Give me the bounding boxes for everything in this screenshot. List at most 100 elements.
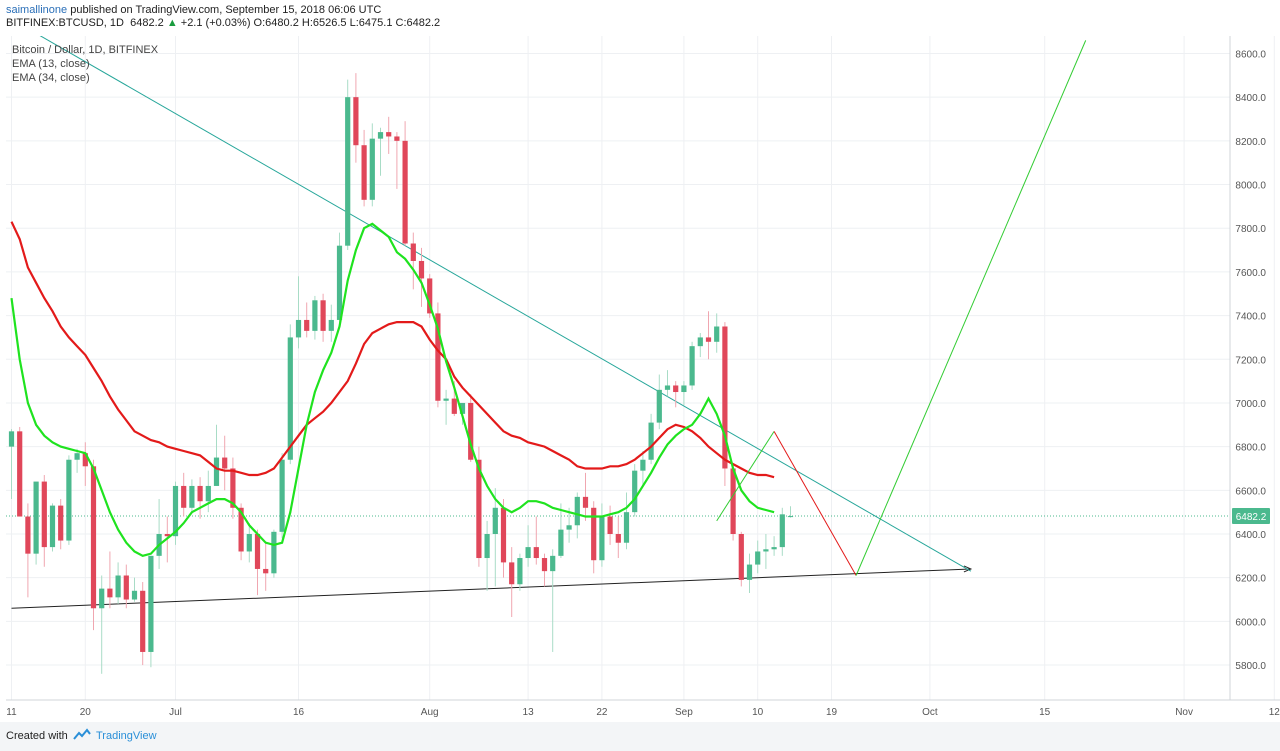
price-chart[interactable]: 5800.0 6000.0 6200.0 6400.0 6600.0 6800.0 7000…	[0, 36, 1280, 722]
projection-segment	[773, 431, 857, 576]
tradingview-logo-icon	[73, 728, 91, 740]
candle-body	[681, 385, 687, 393]
candle-body	[582, 496, 589, 508]
candle-body	[763, 549, 769, 552]
published-text: published on TradingView.com, September …	[70, 4, 382, 16]
candle-body	[320, 300, 326, 331]
candle-body	[673, 385, 679, 393]
candle-body	[640, 459, 646, 471]
candle-body	[451, 398, 457, 414]
resistance-trendline	[39, 36, 972, 572]
candle-body	[263, 568, 269, 574]
candle-body	[714, 326, 720, 342]
y-tick-label: 8200.0	[1235, 137, 1266, 148]
y-tick-label: 6400.0	[1235, 530, 1266, 541]
tradingview-brand[interactable]: TradingView	[96, 730, 157, 742]
close-value: 6482.2	[406, 17, 441, 29]
candle-body	[328, 319, 334, 331]
candle-body	[99, 588, 105, 609]
x-tick-label: Sep	[675, 707, 693, 718]
candle-body	[58, 505, 64, 541]
ema-34-line	[10, 221, 775, 479]
candle-body	[427, 278, 433, 314]
candle-body	[25, 516, 31, 554]
candle-body	[476, 459, 482, 559]
candle-body	[755, 551, 761, 565]
candle-body	[164, 534, 170, 537]
x-tick-label: 22	[596, 707, 608, 718]
candle-body	[558, 529, 564, 556]
candle-body	[443, 398, 449, 401]
x-tick-label: 13	[523, 707, 535, 718]
candle-body	[492, 507, 498, 534]
candle-body	[107, 588, 113, 598]
candle-body	[254, 534, 261, 569]
candle-body	[90, 466, 97, 609]
projection-segment	[855, 40, 1087, 576]
candle-body	[517, 558, 523, 585]
candle-body	[205, 485, 211, 502]
candle-body	[213, 457, 220, 486]
open-label: O:	[253, 17, 266, 29]
y-tick-label: 6000.0	[1235, 617, 1266, 628]
candle-body	[787, 516, 794, 518]
candle-body	[140, 590, 146, 652]
candle-body	[656, 389, 662, 423]
candle-body	[410, 243, 416, 261]
candle-body	[509, 562, 515, 585]
candle-body	[279, 459, 285, 532]
candle-body	[738, 534, 744, 580]
candle-body	[386, 132, 392, 137]
last-price-tag	[1232, 508, 1270, 525]
candle-body	[49, 505, 56, 548]
candle-body	[484, 534, 490, 559]
symbol-label: BITFINEX:BTCUSD, 1D	[6, 17, 124, 29]
y-tick-label: 7000.0	[1235, 399, 1266, 410]
candle-body	[705, 337, 712, 342]
candle-body	[230, 468, 236, 508]
candle-body	[418, 260, 425, 279]
x-tick-label: 15	[1039, 707, 1051, 718]
legend-title: Bitcoin / Dollar, 1D, BITFINEX	[12, 44, 159, 56]
candle-body	[664, 385, 671, 390]
candle-body	[148, 555, 154, 652]
y-tick-label: 6600.0	[1235, 486, 1266, 497]
candle-body	[312, 300, 318, 331]
candle-body	[632, 470, 638, 513]
candle-body	[779, 514, 785, 548]
candle-body	[730, 468, 736, 534]
candle-body	[246, 534, 252, 552]
candle-body	[533, 547, 539, 559]
high-label: H:	[301, 17, 313, 29]
candle-body	[287, 337, 293, 460]
chart-legend: Bitcoin / Dollar, 1D, BITFINEX EMA (13, …	[12, 43, 158, 85]
candle-body	[238, 507, 244, 552]
candle-body	[8, 431, 15, 447]
candle-body	[550, 555, 556, 572]
created-with-label: Created with	[6, 730, 68, 742]
candle-body	[353, 97, 359, 146]
candle-body	[369, 138, 375, 200]
legend-ema-slow[interactable]: EMA (34, close)	[12, 72, 90, 84]
candle-body	[345, 97, 351, 246]
legend-ema-fast[interactable]: EMA (13, close)	[12, 58, 90, 70]
y-tick-label: 6800.0	[1235, 443, 1266, 454]
candle-body	[82, 453, 88, 467]
candle-body	[402, 140, 408, 244]
x-tick-label: 19	[826, 707, 838, 718]
x-tick-label: Aug	[421, 707, 439, 718]
candle-body	[541, 558, 548, 572]
candle-body	[115, 575, 121, 598]
candle-body	[697, 337, 703, 347]
last-price: 6482.2	[130, 17, 164, 29]
high-value: 6526.5	[312, 17, 347, 29]
publish-line: saimallinone published on TradingView.co…	[6, 4, 381, 16]
y-tick-label: 6200.0	[1235, 574, 1266, 585]
candle-body	[181, 485, 187, 508]
y-tick-label: 8000.0	[1235, 181, 1266, 192]
candle-body	[361, 145, 367, 200]
candle-body	[615, 534, 621, 543]
candle-body	[271, 531, 277, 574]
low-value: 6475.1	[358, 17, 393, 29]
author-link[interactable]: saimallinone	[6, 4, 68, 16]
